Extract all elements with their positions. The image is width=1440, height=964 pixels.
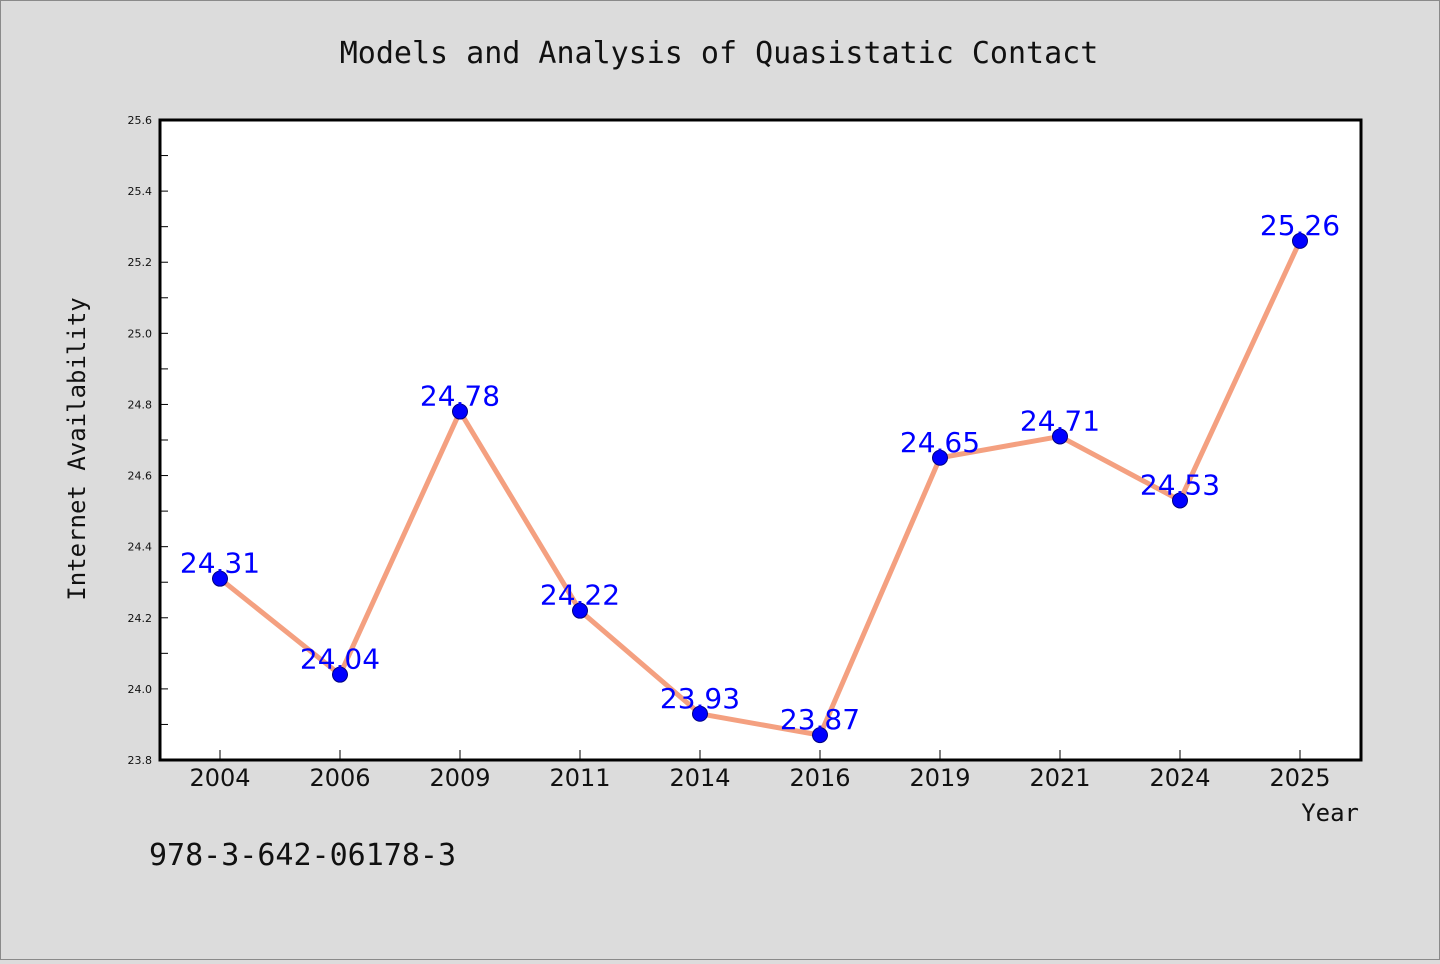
x-tick-label: 2009 — [429, 764, 490, 792]
y-tick-label: 24.6 — [128, 470, 153, 483]
y-axis-label: Internet Availability — [63, 297, 91, 600]
x-tick-label: 2004 — [189, 764, 250, 792]
y-tick-label: 25.6 — [128, 114, 153, 127]
x-tick-label: 2025 — [1269, 764, 1330, 792]
y-tick-label: 23.8 — [128, 754, 153, 767]
y-tick-label: 24.4 — [128, 541, 153, 554]
x-tick-label: 2024 — [1149, 764, 1210, 792]
y-tick-label: 25.0 — [128, 327, 153, 340]
data-point — [812, 727, 828, 744]
y-tick-label: 24.8 — [128, 398, 153, 411]
series-layer: 24.31 24.04 24.78 24.22 23.93 23.87 24.65 24.71… — [180, 209, 1340, 744]
data-point — [932, 449, 948, 466]
data-label: 24.71 — [1020, 404, 1100, 437]
x-tick-label: 2019 — [909, 764, 970, 792]
data-label: 24.53 — [1140, 468, 1220, 501]
data-label: 25.26 — [1260, 209, 1340, 242]
x-tick-label: 2011 — [549, 764, 610, 792]
data-label: 24.65 — [900, 426, 980, 459]
data-point — [1292, 232, 1308, 249]
data-point — [1172, 492, 1188, 509]
data-label: 23.87 — [780, 703, 860, 736]
x-axis-label: Year — [1301, 799, 1359, 827]
data-label: 23.93 — [660, 682, 740, 715]
data-point — [212, 570, 228, 587]
data-point — [1052, 428, 1068, 445]
x-tick-label: 2006 — [309, 764, 370, 792]
data-label: 24.78 — [420, 380, 500, 413]
y-tick-label: 24.0 — [128, 683, 153, 696]
y-tick-label: 25.2 — [128, 256, 153, 269]
data-point — [572, 602, 588, 619]
y-axis: 23.8 24.0 24.2 24.4 24.6 24.8 25.0 25.2 25.4 25.6 — [128, 114, 168, 767]
data-point — [452, 403, 468, 420]
x-tick-label: 2014 — [669, 764, 730, 792]
y-tick-label: 24.2 — [128, 612, 153, 625]
data-label: 24.31 — [180, 547, 260, 580]
data-point — [692, 705, 708, 722]
data-label: 24.04 — [300, 643, 380, 676]
chart-title: Models and Analysis of Quasistatic Conta… — [340, 36, 1099, 71]
x-tick-label: 2016 — [789, 764, 850, 792]
x-axis: 2004 2006 2009 2011 2014 2016 2019 2021 2024 2025 — [189, 750, 1331, 792]
isbn-text: 978-3-642-06178-3 — [149, 838, 456, 873]
y-tick-label: 25.4 — [128, 185, 153, 198]
series-line — [217, 238, 1303, 738]
plot-area — [158, 118, 1363, 762]
x-tick-label: 2021 — [1029, 764, 1090, 792]
data-point — [332, 666, 348, 683]
data-label: 24.22 — [540, 579, 620, 612]
